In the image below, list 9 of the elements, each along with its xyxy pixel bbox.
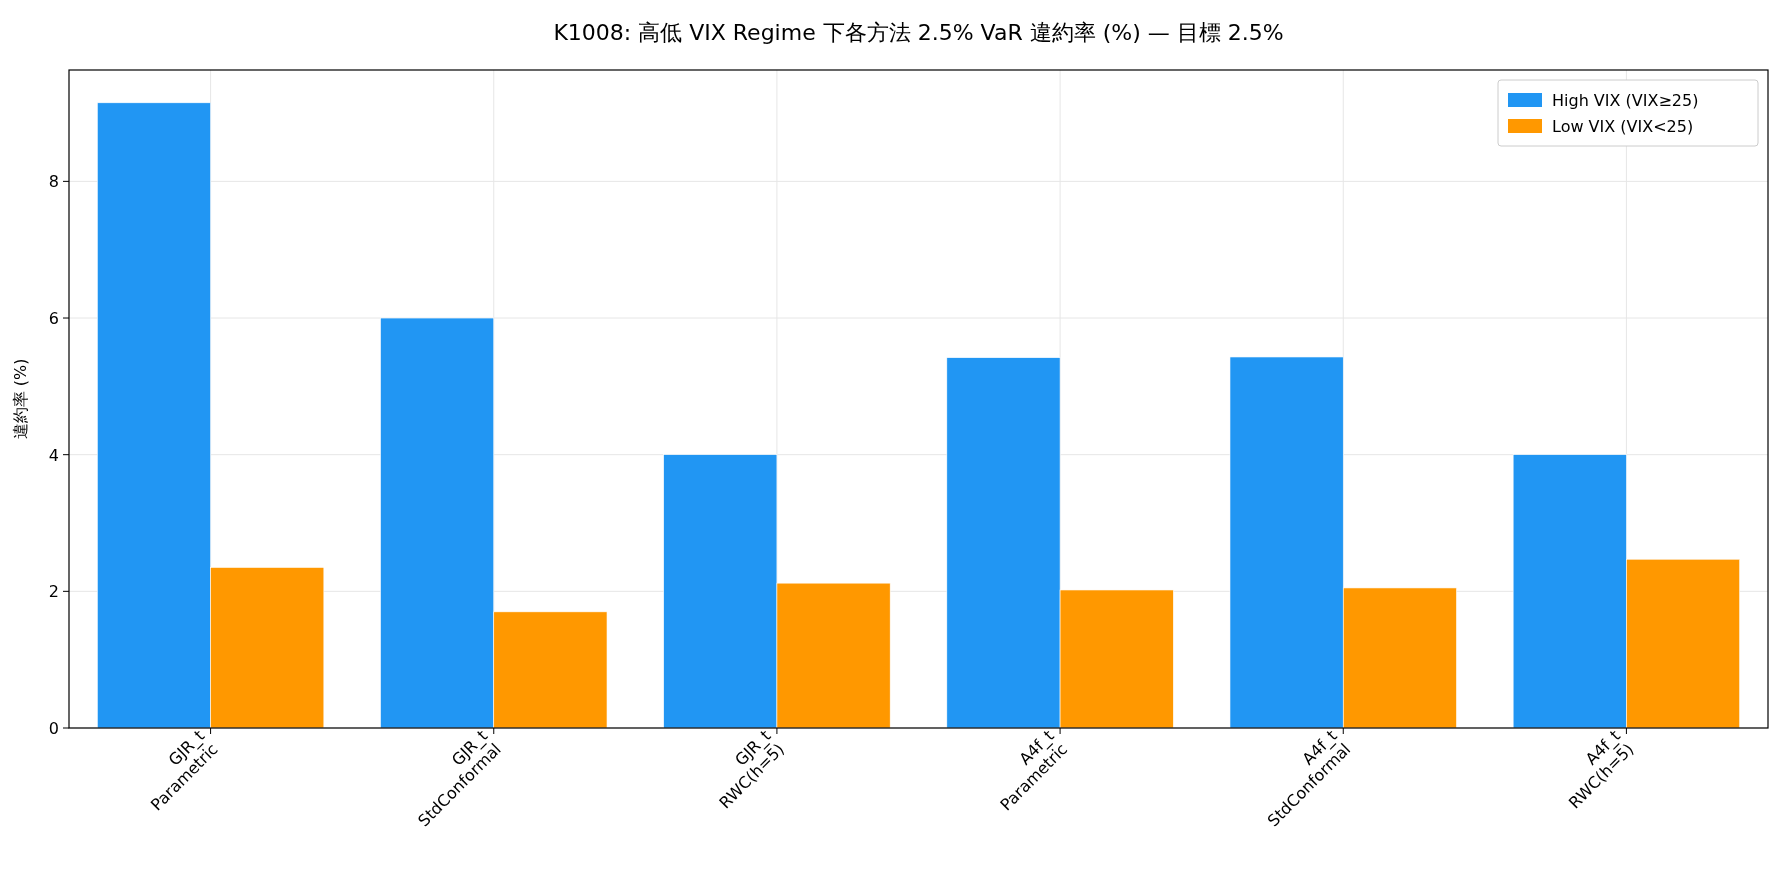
y-axis-title: 違約率 (%) bbox=[11, 358, 30, 440]
y-tick-label: 0 bbox=[48, 719, 59, 738]
chart-title: K1008: 高低 VIX Regime 下各方法 2.5% VaR 違約率 (%) — 目標 2.5% bbox=[553, 20, 1284, 45]
y-tick-label: 4 bbox=[48, 445, 59, 465]
legend-label: Low VIX (VIX<25) bbox=[1552, 117, 1694, 136]
y-tick-label: 2 bbox=[48, 582, 59, 602]
y-tick-label: 6 bbox=[48, 309, 59, 329]
legend-label: High VIX (VIX≥25) bbox=[1552, 91, 1699, 110]
y-tick-label: 8 bbox=[48, 172, 59, 192]
